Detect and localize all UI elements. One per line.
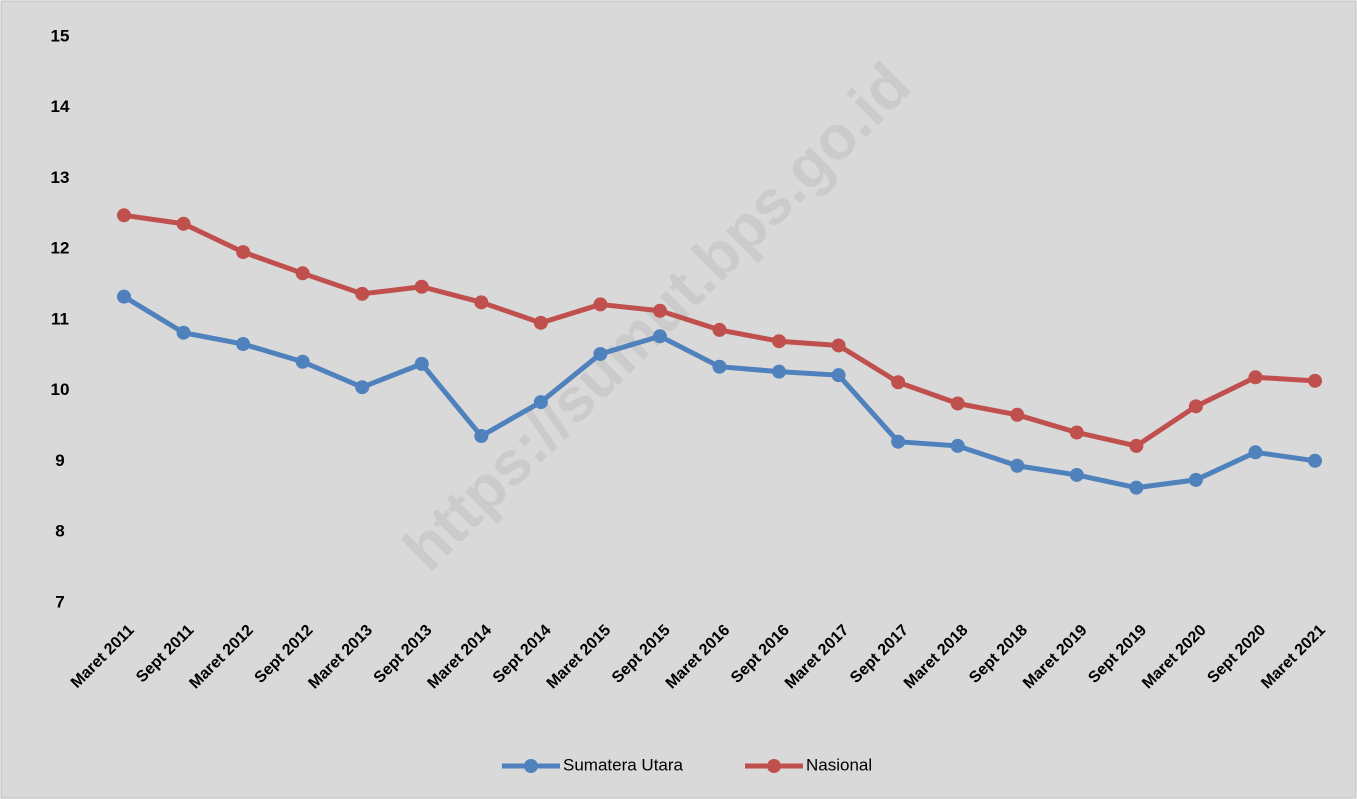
point — [1248, 370, 1263, 385]
y-tick-label: 13 — [51, 168, 70, 187]
point — [1129, 480, 1144, 495]
point — [712, 359, 727, 374]
point — [176, 325, 191, 340]
point — [1129, 438, 1144, 453]
point — [1188, 399, 1203, 414]
point — [474, 295, 489, 310]
point — [891, 434, 906, 449]
y-tick-label: 12 — [51, 239, 70, 258]
point — [1248, 445, 1263, 460]
legend-marker — [524, 759, 538, 773]
point — [950, 396, 965, 411]
point — [117, 289, 131, 304]
y-tick-label: 15 — [51, 26, 70, 45]
point — [652, 329, 667, 344]
y-tick-label: 7 — [55, 592, 64, 611]
point — [533, 315, 548, 330]
y-tick-label: 8 — [55, 522, 64, 541]
point — [236, 337, 251, 352]
point — [593, 346, 608, 361]
y-tick-label: 10 — [51, 380, 70, 399]
point — [355, 380, 370, 395]
point — [1010, 407, 1025, 422]
point — [831, 338, 846, 353]
point — [593, 297, 608, 312]
point — [652, 303, 667, 318]
point — [950, 438, 965, 453]
point — [712, 322, 727, 337]
point — [533, 395, 548, 410]
point — [236, 245, 251, 260]
point — [355, 286, 370, 301]
legend-marker — [767, 759, 781, 773]
legend-label: Nasional — [806, 755, 872, 774]
point — [1069, 467, 1084, 482]
y-tick-label: 11 — [51, 309, 69, 328]
point — [772, 334, 787, 349]
point — [1069, 425, 1084, 440]
point — [474, 429, 489, 444]
point — [1188, 472, 1203, 487]
point — [117, 208, 131, 223]
point — [1010, 458, 1025, 473]
y-tick-label: 14 — [51, 97, 70, 116]
point — [772, 364, 787, 379]
point — [891, 375, 906, 390]
point — [295, 354, 310, 369]
point — [414, 356, 429, 371]
point — [414, 279, 429, 294]
point — [1308, 373, 1322, 388]
point — [831, 368, 846, 383]
y-tick-label: 9 — [55, 451, 64, 470]
legend-label: Sumatera Utara — [563, 755, 684, 774]
point — [295, 266, 310, 281]
point — [1308, 453, 1322, 468]
point — [176, 216, 191, 231]
